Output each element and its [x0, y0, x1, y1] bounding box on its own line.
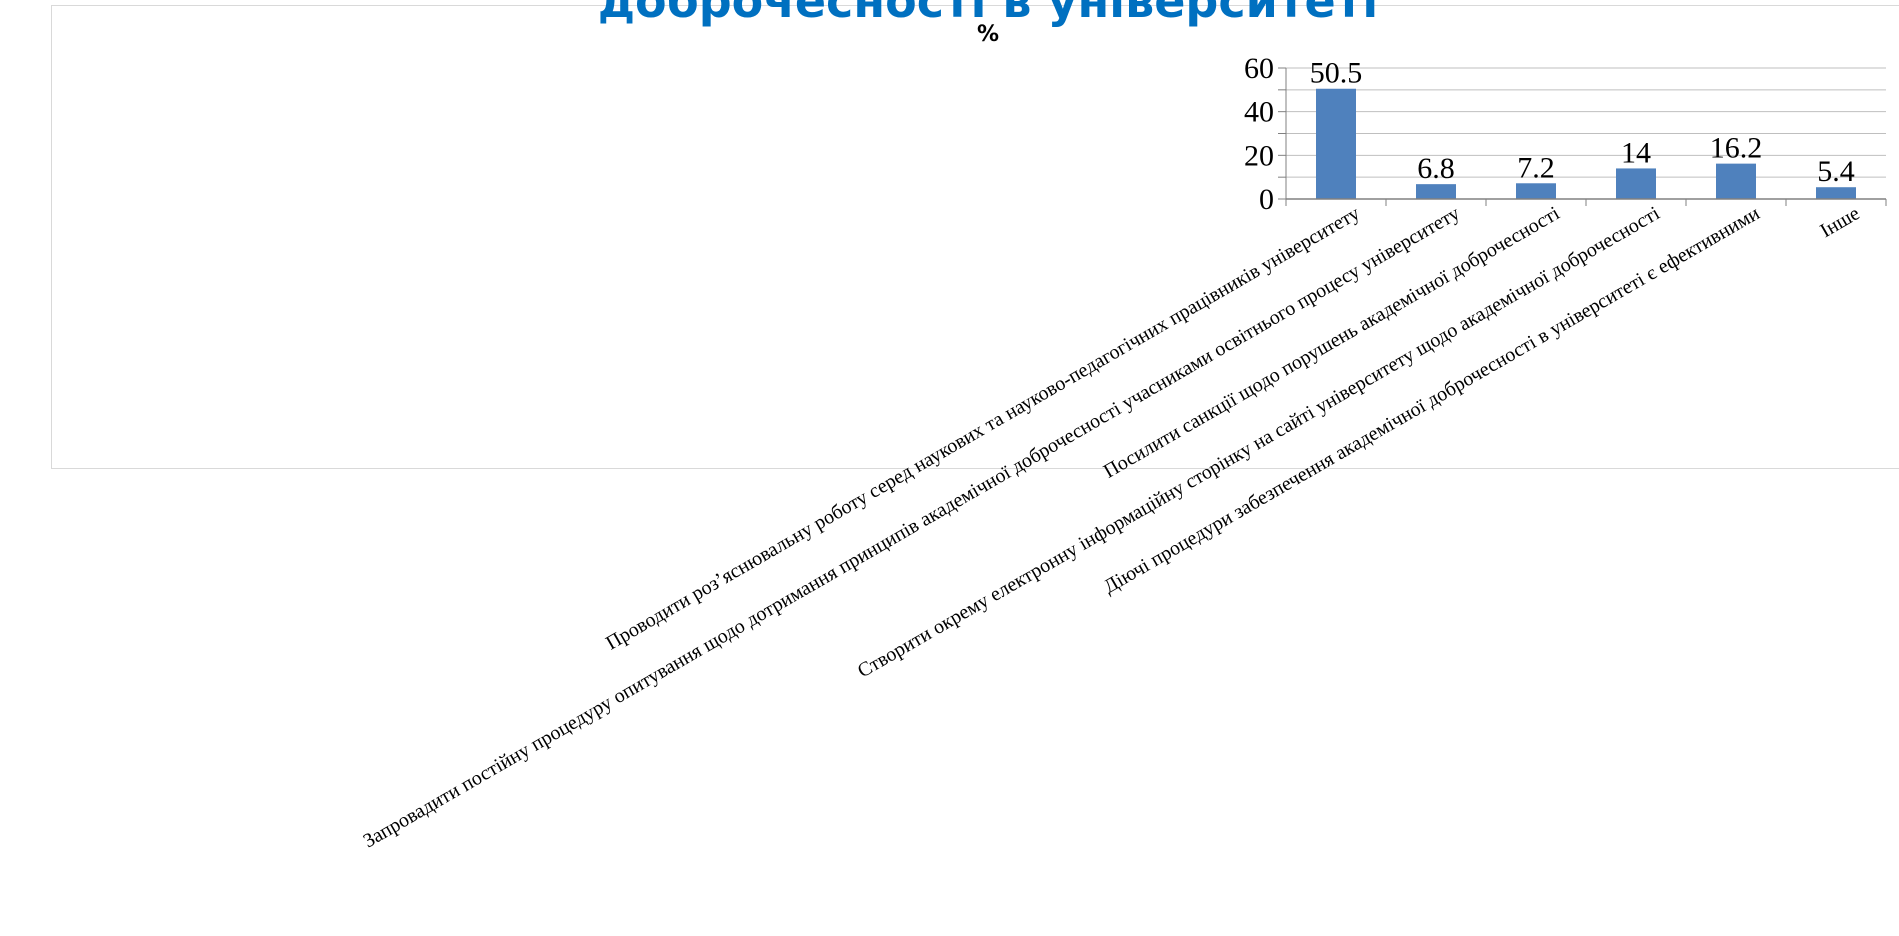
x-category-label: Посилити санкції щодо порушень академічн…: [1100, 202, 1564, 483]
x-category-label: Запровадити постійну процедуру опитуванн…: [359, 202, 1463, 852]
bar: [1516, 183, 1556, 199]
chart-title: %: [976, 22, 1000, 47]
chart-heading: доброчесності в університеті: [597, 0, 1379, 28]
bar: [1616, 168, 1656, 199]
y-tick-label: 20: [1244, 139, 1274, 172]
data-label: 5.4: [1817, 155, 1855, 188]
x-category-label: Діючі процедури забезпечення академічної…: [1100, 202, 1764, 598]
bar: [1816, 187, 1856, 199]
data-label: 16.2: [1710, 132, 1763, 165]
bar: [1716, 163, 1756, 199]
y-tick-label: 0: [1259, 183, 1274, 216]
bar: [1416, 184, 1456, 199]
x-category-label: Інше: [1816, 202, 1863, 242]
data-label: 14: [1621, 136, 1651, 169]
chart-area-frame: [51, 5, 1899, 469]
data-label: 6.8: [1417, 152, 1455, 185]
bar: [1316, 88, 1356, 199]
data-label: 7.2: [1517, 151, 1555, 184]
y-tick-label: 40: [1244, 96, 1274, 129]
y-tick-label: 60: [1244, 52, 1274, 85]
x-category-label: Проводити роз’яснювальну роботу серед на…: [602, 202, 1363, 654]
data-label: 50.5: [1310, 57, 1363, 90]
